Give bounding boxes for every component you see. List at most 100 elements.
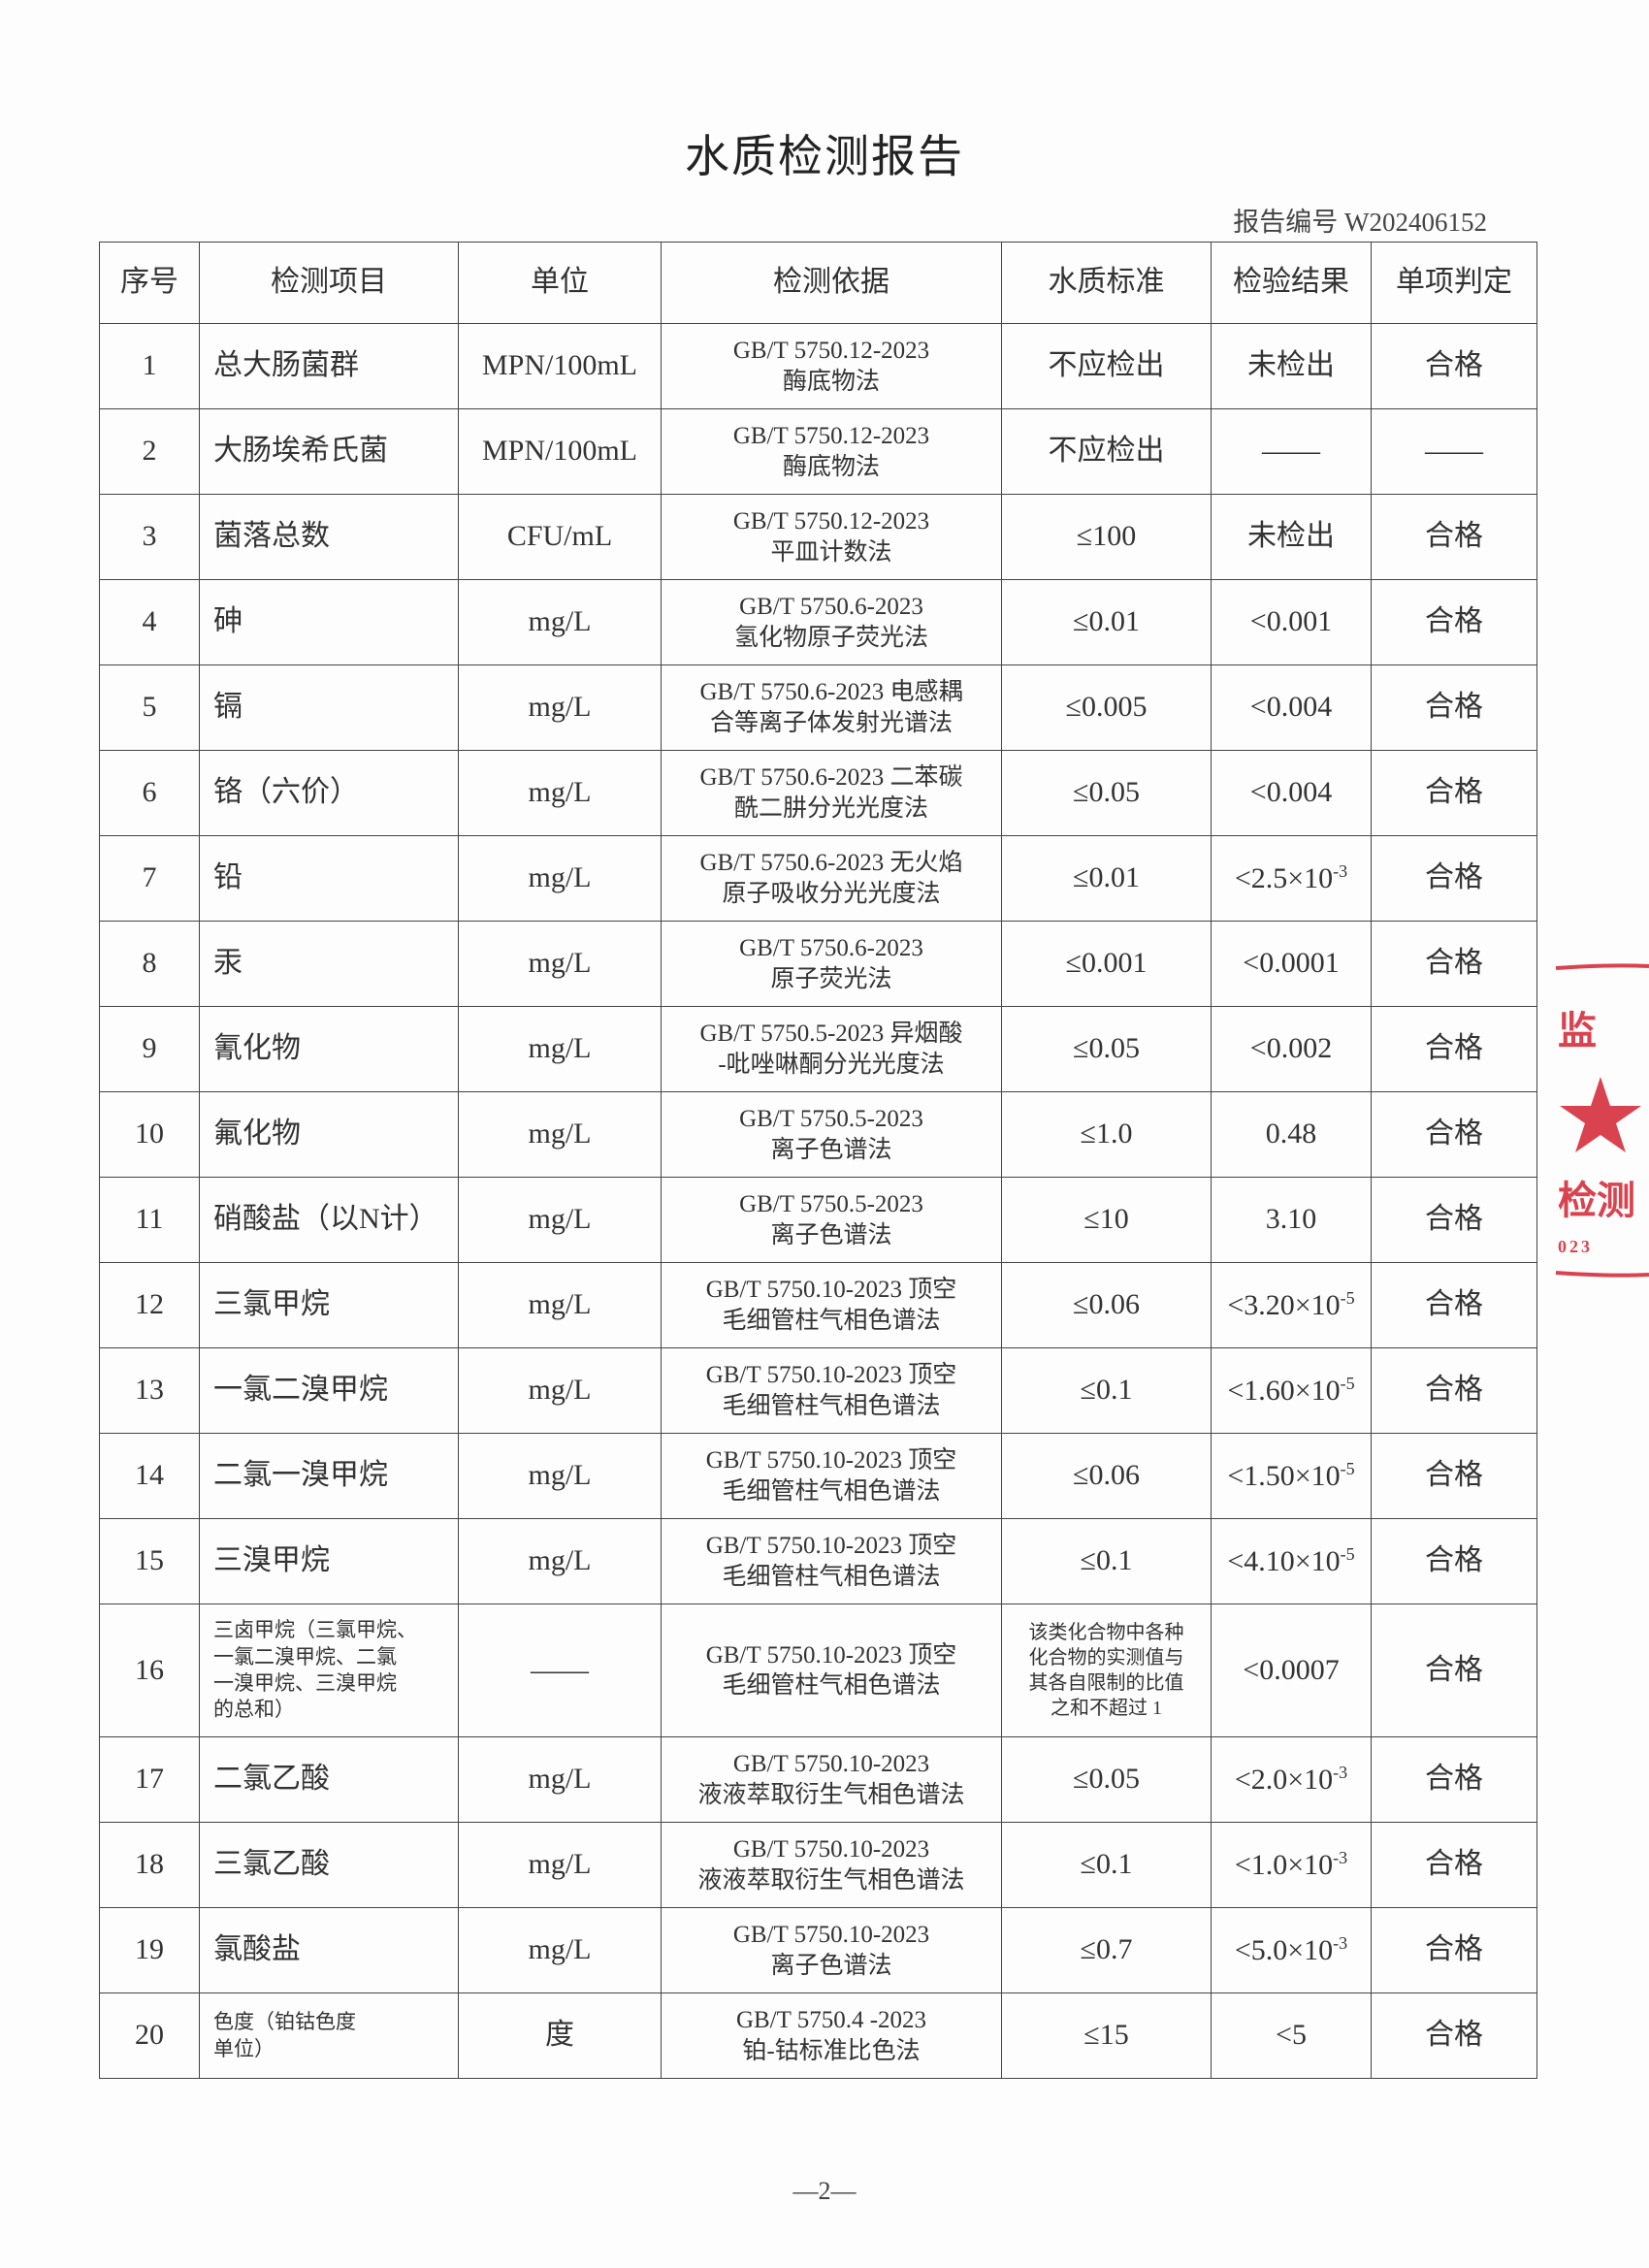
method-cell: GB/T 5750.12-2023 平皿计数法 — [661, 494, 1002, 580]
standard-cell: 不应检出 — [1001, 323, 1212, 409]
judgement-cell: 合格 — [1371, 1177, 1537, 1263]
result-base: <4.10×10 — [1227, 1544, 1341, 1577]
method-line: GB/T 5750.12-2023 — [732, 338, 930, 365]
method-line: GB/T 5750.10-2023 顶空 — [705, 1641, 957, 1669]
column-header: 序号 — [99, 242, 200, 324]
result-base: <1.50×10 — [1227, 1459, 1341, 1492]
column-header: 检测项目 — [199, 242, 459, 324]
header-row: 序号 检测项目 单位 检测依据 水质标准 检验结果 单项判定 — [99, 242, 1537, 324]
unit-cell: mg/L — [458, 1433, 662, 1519]
unit-cell: mg/L — [458, 1907, 662, 1993]
method-cell: GB/T 5750.5-2023 离子色谱法 — [661, 1091, 1002, 1178]
method-line: GB/T 5750.12-2023 — [732, 508, 930, 535]
method-line: GB/T 5750.5-2023 异烟酸 — [699, 1021, 963, 1048]
row-number-cell: 11 — [99, 1177, 200, 1263]
item-cell: 大肠埃希氏菌 — [199, 408, 459, 495]
item-cell: 氟化物 — [199, 1091, 459, 1178]
method-cell: GB/T 5750.10-2023 液液萃取衍生气相色谱法 — [661, 1822, 1002, 1908]
item-cell: 三氯乙酸 — [199, 1822, 459, 1908]
method-line: GB/T 5750.10-2023 — [732, 1751, 930, 1778]
table-row: 11 硝酸盐（以N计） mg/L GB/T 5750.5-2023 离子色谱法 ≤10 3.… — [99, 1177, 1537, 1263]
result-exponent: -5 — [1340, 1543, 1355, 1564]
judgement-cell: 合格 — [1371, 1091, 1537, 1178]
result-base: <2.0×10 — [1234, 1763, 1334, 1796]
column-header: 单位 — [458, 242, 662, 324]
standard-cell: ≤0.06 — [1001, 1262, 1212, 1348]
unit-cell: mg/L — [458, 1736, 662, 1823]
table-row: 2 大肠埃希氏菌 MPN/100mL GB/T 5750.12-2023 酶底物法 不应检… — [99, 408, 1537, 495]
result-cell: <1.60×10-5 — [1211, 1347, 1372, 1434]
item-cell: 铬（六价） — [199, 750, 459, 836]
judgement-cell: 合格 — [1371, 664, 1537, 751]
result-cell: <4.10×10-5 — [1211, 1518, 1372, 1604]
unit-cell: mg/L — [458, 1177, 662, 1263]
standard-line: 该类化合物中各种 — [1028, 1622, 1184, 1643]
method-line: 离子色谱法 — [770, 1221, 892, 1248]
table-row: 13 一氯二溴甲烷 mg/L GB/T 5750.10-2023 顶空 毛细管柱气相色谱… — [99, 1347, 1537, 1434]
unit-cell: mg/L — [458, 664, 662, 751]
method-line: GB/T 5750.6-2023 二苯碳 — [699, 764, 963, 792]
standard-cell: ≤0.05 — [1001, 1736, 1212, 1823]
standard-cell: ≤0.1 — [1001, 1347, 1212, 1434]
stamp-text: 检测 — [1558, 1179, 1635, 1222]
standard-cell: ≤0.05 — [1001, 1006, 1212, 1092]
method-line: 铂-钴标准比色法 — [742, 2037, 921, 2064]
row-number-cell: 12 — [99, 1262, 200, 1348]
table-row: 16 三卤甲烷（三氯甲烷、 一氯二溴甲烷、二氯 一溴甲烷、三溴甲烷 的总和） —— GB/T… — [99, 1604, 1537, 1737]
method-line: 酰二肼分光光度法 — [733, 794, 928, 822]
result-cell: <0.004 — [1211, 664, 1372, 751]
unit-cell: mg/L — [458, 835, 662, 922]
method-line: 毛细管柱气相色谱法 — [722, 1307, 941, 1334]
result-base: <1.0×10 — [1234, 1848, 1334, 1881]
method-line: GB/T 5750.5-2023 — [739, 1106, 923, 1133]
standard-line: 之和不超过 1 — [1051, 1698, 1162, 1719]
item-cell: 三卤甲烷（三氯甲烷、 一氯二溴甲烷、二氯 一溴甲烷、三溴甲烷 的总和） — [199, 1604, 459, 1737]
result-cell: <3.20×10-5 — [1211, 1262, 1372, 1348]
method-cell: GB/T 5750.10-2023 离子色谱法 — [661, 1907, 1002, 1993]
result-cell: 3.10 — [1211, 1177, 1372, 1263]
result-cell: 0.48 — [1211, 1091, 1372, 1178]
table-row: 6 铬（六价） mg/L GB/T 5750.6-2023 二苯碳 酰二肼分光光度法 ≤0… — [99, 750, 1537, 836]
method-line: GB/T 5750.6-2023 — [739, 935, 923, 962]
item-line: 色度（铂钴色度 — [213, 2010, 356, 2034]
method-cell: GB/T 5750.6-2023 氢化物原子荧光法 — [661, 579, 1002, 665]
column-header: 单项判定 — [1371, 242, 1537, 324]
method-line: 酶底物法 — [782, 368, 880, 395]
result-cell: <2.0×10-3 — [1211, 1736, 1372, 1823]
item-line: 一氯二溴甲烷、二氯 — [213, 1644, 397, 1669]
report-title: 水质检测报告 — [685, 132, 964, 181]
method-line: GB/T 5750.10-2023 顶空 — [705, 1362, 957, 1389]
method-cell: GB/T 5750.10-2023 液液萃取衍生气相色谱法 — [661, 1736, 1002, 1823]
row-number-cell: 13 — [99, 1347, 200, 1434]
method-line: 离子色谱法 — [770, 1136, 892, 1163]
standard-line: 化合物的实测值与 — [1028, 1647, 1184, 1669]
method-line: 毛细管柱气相色谱法 — [722, 1392, 941, 1419]
table-row: 4 砷 mg/L GB/T 5750.6-2023 氢化物原子荧光法 ≤0.01 <0.00… — [99, 579, 1537, 665]
result-cell: <5 — [1211, 1993, 1372, 2079]
row-number-cell: 1 — [99, 323, 200, 409]
unit-cell: —— — [458, 1604, 662, 1737]
item-cell: 二氯一溴甲烷 — [199, 1433, 459, 1519]
table-row: 5 镉 mg/L GB/T 5750.6-2023 电感耦 合等离子体发射光谱法 ≤0.0… — [99, 664, 1537, 751]
result-cell: <0.002 — [1211, 1006, 1372, 1092]
result-exponent: -5 — [1340, 1373, 1355, 1393]
result-base: <5.0×10 — [1234, 1933, 1334, 1966]
judgement-cell: 合格 — [1371, 835, 1537, 922]
judgement-cell: 合格 — [1371, 494, 1537, 580]
page-number: —2— — [792, 2177, 857, 2205]
result-cell: <0.0007 — [1211, 1604, 1372, 1737]
stamp-text: 023 — [1558, 1237, 1593, 1256]
method-cell: GB/T 5750.12-2023 酶底物法 — [661, 323, 1002, 409]
standard-cell: ≤0.01 — [1001, 835, 1212, 922]
method-line: 毛细管柱气相色谱法 — [722, 1477, 941, 1505]
standard-cell: ≤0.7 — [1001, 1907, 1212, 1993]
row-number-cell: 20 — [99, 1993, 200, 2079]
report-number: 报告编号 W202406152 — [1233, 208, 1487, 237]
result-base: <2.5×10 — [1234, 861, 1334, 894]
item-cell: 铅 — [199, 835, 459, 922]
item-line: 的总和） — [213, 1698, 295, 1722]
table-row: 17 二氯乙酸 mg/L GB/T 5750.10-2023 液液萃取衍生气相色谱法 ≤0… — [99, 1736, 1537, 1823]
table-row: 14 二氯一溴甲烷 mg/L GB/T 5750.10-2023 顶空 毛细管柱气相色谱… — [99, 1433, 1537, 1519]
method-cell: GB/T 5750.10-2023 顶空 毛细管柱气相色谱法 — [661, 1518, 1002, 1604]
